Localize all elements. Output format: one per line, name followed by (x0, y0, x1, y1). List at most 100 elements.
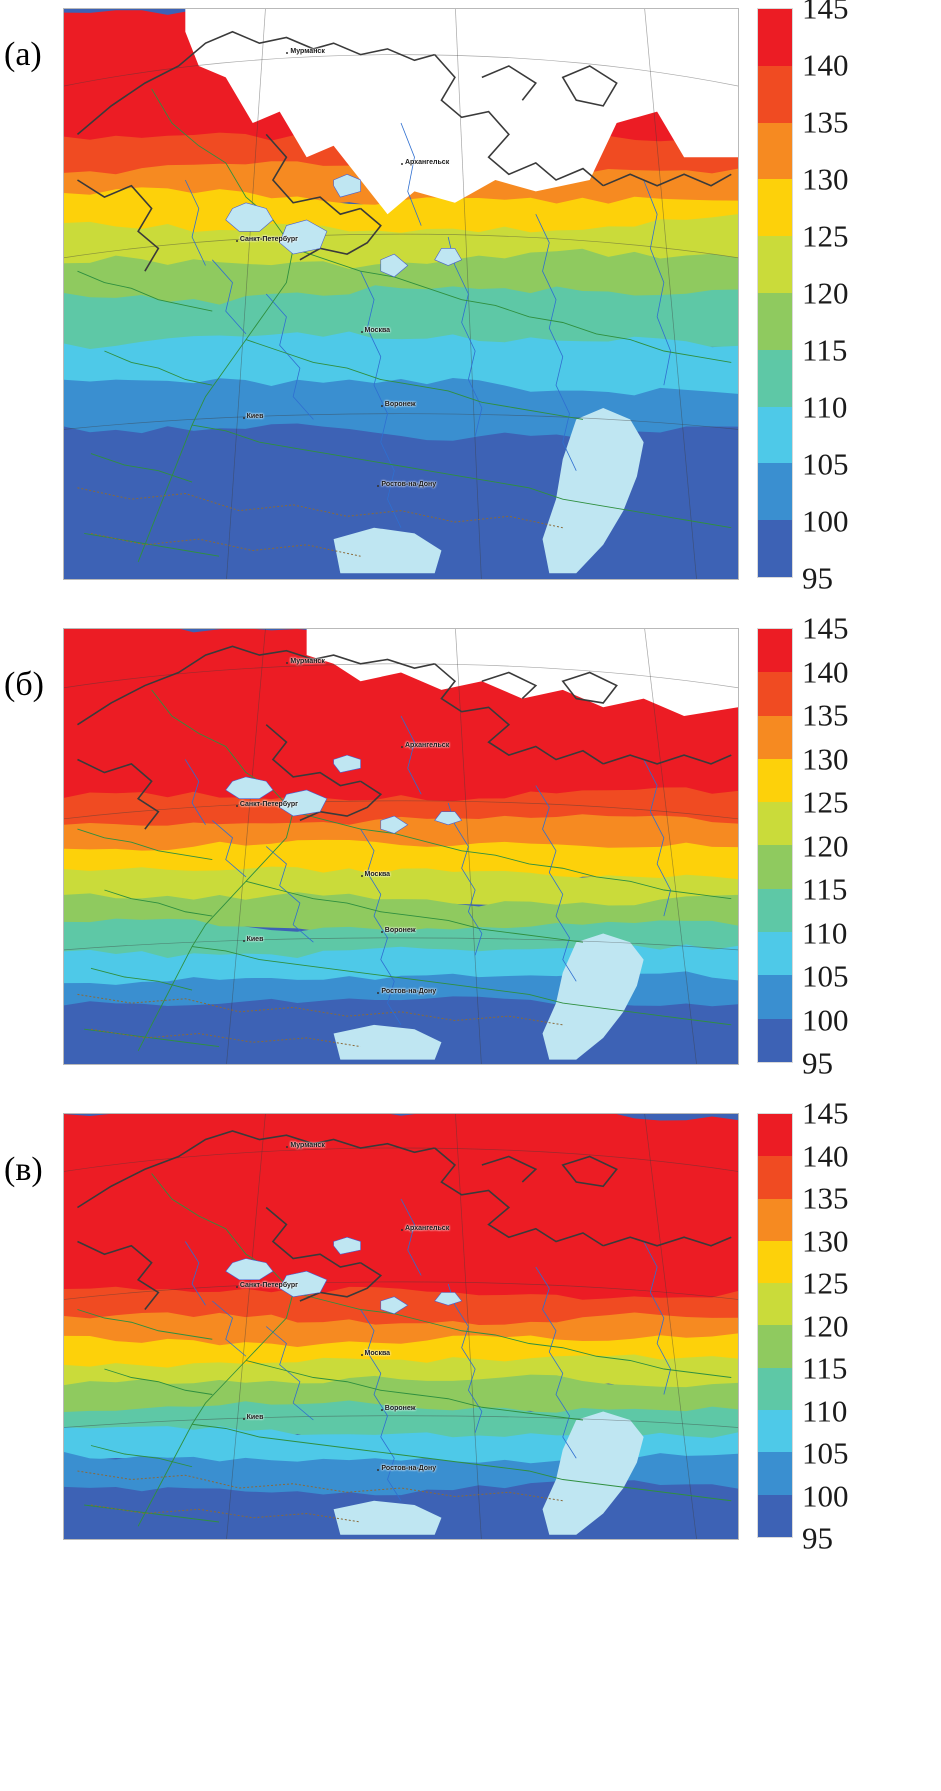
rivers (185, 716, 670, 1025)
city-label: Москва (364, 870, 391, 878)
city-marker (360, 874, 363, 877)
colorbar-segment-130-135 (758, 715, 792, 759)
colorbar-gradient (757, 628, 793, 1063)
black-sea (333, 1024, 442, 1060)
city-marker (286, 1145, 289, 1148)
colorbar-segment-125-130 (758, 179, 792, 237)
geography-overlay (64, 1114, 738, 1539)
colorbar-segment-120-125 (758, 1283, 792, 1326)
city-marker (242, 940, 245, 943)
city-label: Воронеж (384, 927, 416, 935)
colorbar-tick-145: 145 (802, 0, 849, 26)
colorbar-segment-140-145 (758, 629, 792, 673)
colorbar-segment-105-110 (758, 406, 792, 464)
caspian-sea (542, 408, 644, 574)
contour-band-125-130 (64, 187, 738, 245)
city-label: Архангельск (405, 1224, 450, 1232)
city-marker (401, 746, 403, 749)
colorbar-tick-105: 105 (802, 1435, 849, 1471)
lakes (226, 1237, 462, 1314)
panel-a-colorbar (757, 8, 793, 578)
city-marker (235, 805, 238, 808)
colorbar-tick-95: 95 (802, 560, 833, 596)
colorbar-tick-115: 115 (802, 871, 848, 907)
colorbar-segment-135-140 (758, 672, 792, 716)
city-marker (380, 931, 383, 934)
city-marker (360, 1354, 363, 1357)
colorbar-segment-105-110 (758, 1410, 792, 1453)
colorbar-segment-110-115 (758, 349, 792, 407)
city-label: Москва (364, 1350, 391, 1358)
country-borders (77, 690, 731, 1051)
colorbar-segment-120-125 (758, 802, 792, 846)
colorbar-segment-140-145 (758, 9, 792, 66)
coastlines (77, 32, 731, 271)
city-label: Киев (246, 1413, 264, 1421)
colorbar-segment-100-105 (758, 975, 792, 1019)
colorbar-tick-105: 105 (802, 446, 849, 482)
panel-a: (а) Мурманск Архангельск Санкт-Петербург Мос… (0, 0, 941, 594)
panel-b-label: (б) (4, 666, 44, 703)
panel-b-colorbar (757, 628, 793, 1063)
colorbar-segment-100-105 (758, 1452, 792, 1495)
city-marker (235, 1286, 238, 1289)
colorbar-tick-135: 135 (802, 697, 849, 733)
colorbar-segment-110-115 (758, 888, 792, 933)
caspian-sea (542, 1411, 644, 1535)
colorbar-segment-135-140 (758, 1156, 792, 1199)
city-label: Архангельск (405, 742, 450, 750)
lakes (226, 174, 462, 277)
panel-c-label: (в) (4, 1151, 43, 1188)
colorbar-gradient (757, 8, 793, 578)
city-marker (242, 1417, 245, 1420)
colorbar-tick-130: 130 (802, 741, 849, 776)
city-marker (401, 162, 403, 165)
city-marker (242, 416, 245, 419)
colorbar-tick-120: 120 (802, 828, 849, 863)
colorbar-segment-95-100 (758, 520, 792, 577)
colorbar-segment-140-145 (758, 1114, 792, 1157)
rivers (185, 1199, 670, 1501)
colorbar-segment-120-125 (758, 236, 792, 293)
black-sea (333, 527, 442, 574)
colorbar-tick-145: 145 (802, 610, 849, 646)
lakes (226, 755, 462, 833)
colorbar-segment-125-130 (758, 1240, 792, 1284)
panel-b-map: Мурманск Архангельск Санкт-Петербург Москва… (63, 628, 739, 1065)
colorbar-segment-110-115 (758, 1367, 792, 1411)
water-bodies (333, 1411, 644, 1535)
colorbar-segment-125-130 (758, 758, 792, 803)
city-marker (286, 51, 289, 54)
city-label: Мурманск (290, 47, 325, 55)
colorbar-tick-95: 95 (802, 1045, 833, 1081)
city-label: Киев (246, 412, 264, 420)
colorbar-segment-100-105 (758, 463, 792, 521)
coastlines (77, 646, 731, 829)
southern-borders (77, 1471, 562, 1522)
city-marker (360, 331, 363, 334)
city-marker (380, 405, 383, 408)
colorbar-tick-120: 120 (802, 1308, 849, 1343)
colorbar-tick-140: 140 (802, 47, 849, 83)
city-label: Ростов-на-Дону (381, 480, 437, 488)
caspian-sea (542, 933, 644, 1060)
colorbar-tick-135: 135 (802, 1180, 849, 1216)
city-marker (235, 239, 238, 242)
panel-c-map: Мурманск Архангельск Санкт-Петербург Москва… (63, 1113, 739, 1540)
colorbar-tick-100: 100 (802, 503, 849, 539)
water-bodies (333, 933, 644, 1060)
city-label: Воронеж (384, 401, 416, 409)
city-label: Санкт-Петербург (239, 801, 299, 809)
city-marker (377, 992, 380, 995)
colorbar-tick-130: 130 (802, 1223, 849, 1258)
colorbar-tick-125: 125 (802, 784, 849, 820)
graticule-lines (64, 1114, 738, 1539)
country-borders (77, 1174, 731, 1527)
city-label: Москва (364, 327, 391, 335)
city-label: Ростов-на-Дону (381, 988, 437, 996)
colorbar-segment-115-120 (758, 845, 792, 889)
colorbar-tick-100: 100 (802, 1478, 849, 1513)
colorbar-tick-130: 130 (802, 161, 849, 197)
colorbar-tick-110: 110 (802, 915, 848, 950)
